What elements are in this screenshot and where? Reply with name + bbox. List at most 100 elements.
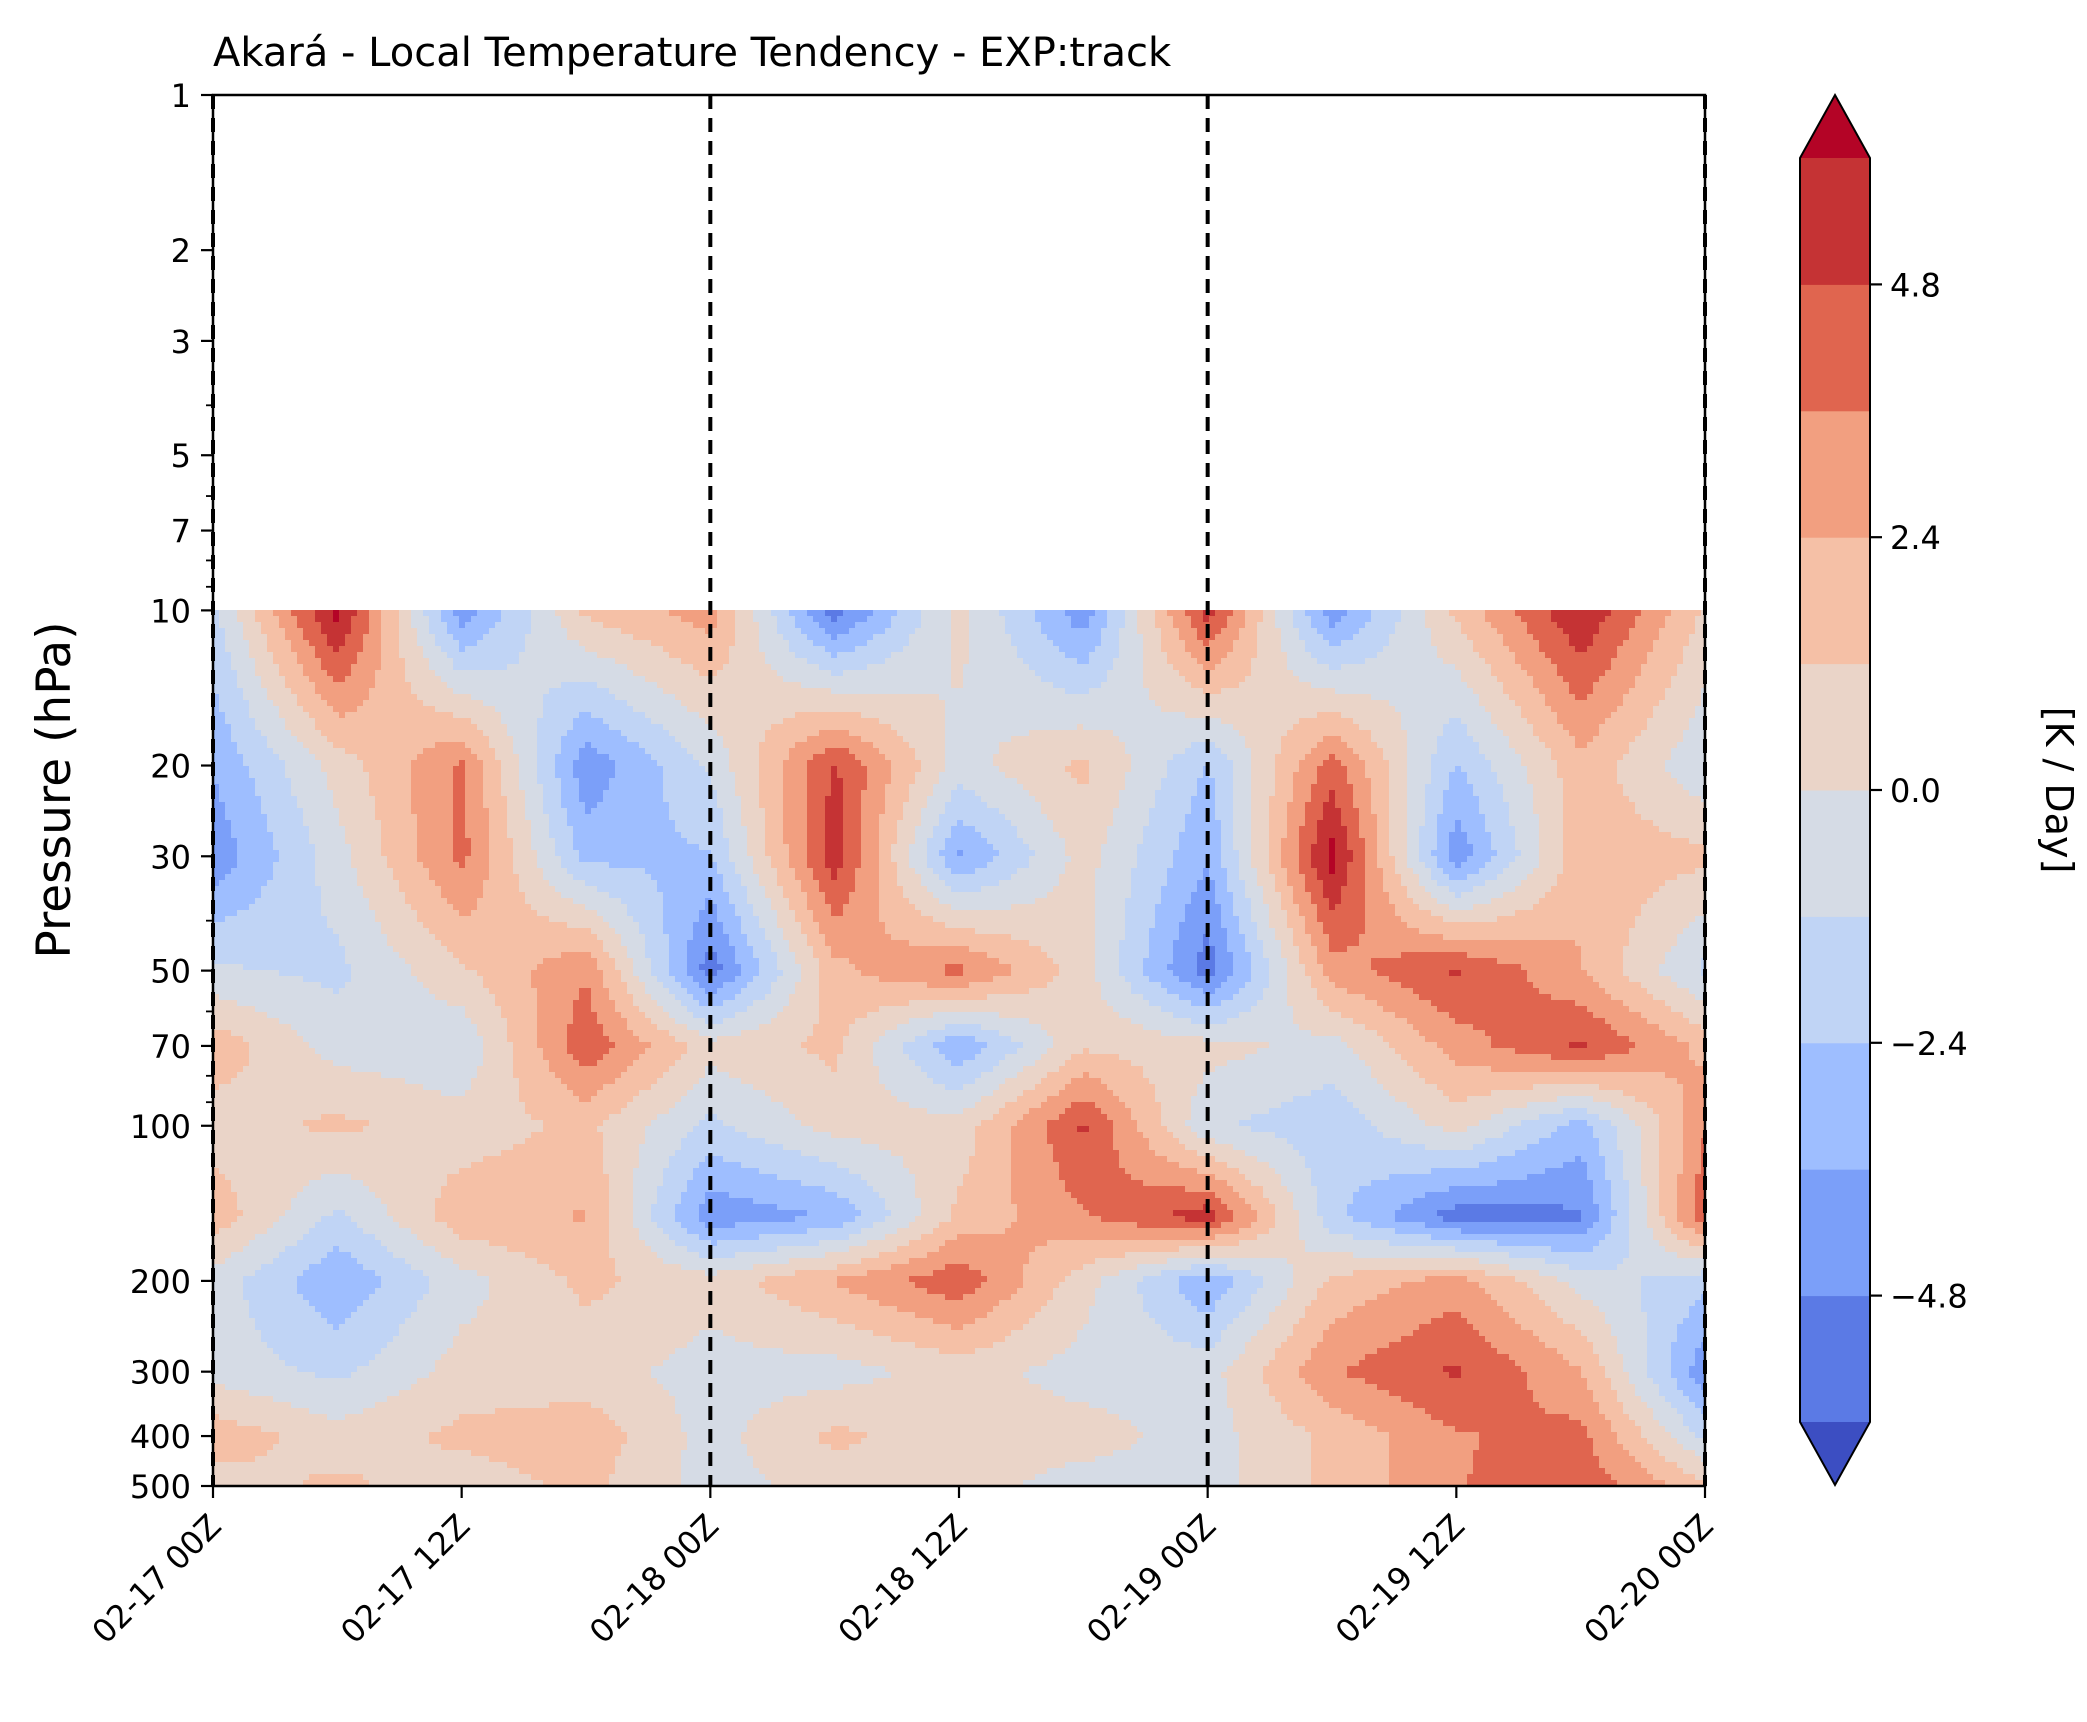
field-cell <box>429 664 436 671</box>
field-cell <box>1011 628 1018 635</box>
field-cell <box>1515 610 1522 617</box>
field-cell <box>1401 670 1408 677</box>
field-cell <box>351 616 358 623</box>
field-cell <box>663 670 670 677</box>
field-cell <box>501 664 508 671</box>
field-cell <box>1473 622 1480 629</box>
field-cell <box>675 682 682 689</box>
field-cell <box>1137 622 1144 629</box>
field-cell <box>375 670 382 677</box>
field-cell <box>405 688 412 695</box>
field-cell <box>423 664 430 671</box>
field-cell <box>1113 688 1120 695</box>
field-cell <box>1491 682 1498 689</box>
field-cell <box>243 694 250 701</box>
field-cell <box>1671 628 1678 635</box>
field-cell <box>321 670 328 677</box>
field-cell <box>1419 676 1426 683</box>
field-cell <box>1371 640 1378 647</box>
field-cell <box>297 682 304 689</box>
field-cell <box>429 634 436 641</box>
field-cell <box>1401 646 1408 653</box>
field-cell <box>1611 670 1618 677</box>
field-cell <box>969 616 976 623</box>
field-cell <box>1683 610 1690 617</box>
field-cell <box>399 640 406 647</box>
field-cell <box>237 652 244 659</box>
field-cell <box>1647 676 1654 683</box>
field-cell <box>1023 634 1030 641</box>
field-cell <box>1077 658 1084 665</box>
field-cell <box>1125 676 1132 683</box>
field-cell <box>1257 688 1264 695</box>
field-cell <box>1029 658 1036 665</box>
field-cell <box>987 688 994 695</box>
field-cell <box>423 694 430 701</box>
field-cell <box>867 634 874 641</box>
field-cell <box>369 610 376 617</box>
field-cell <box>261 616 268 623</box>
field-cell <box>549 622 556 629</box>
field-cell <box>1107 658 1114 665</box>
field-cell <box>843 628 850 635</box>
field-cell <box>1575 688 1582 695</box>
field-cell <box>1419 652 1426 659</box>
field-cell <box>1695 652 1702 659</box>
field-cell <box>363 682 370 689</box>
field-cell <box>915 646 922 653</box>
field-cell <box>1467 658 1474 665</box>
field-cell <box>729 634 736 641</box>
field-cell <box>483 610 490 617</box>
field-cell <box>849 628 856 635</box>
field-cell <box>1551 682 1558 689</box>
field-cell <box>1695 670 1702 677</box>
field-cell <box>1485 616 1492 623</box>
field-cell <box>651 616 658 623</box>
field-cell <box>321 688 328 695</box>
field-cell <box>1251 622 1258 629</box>
field-cell <box>1377 652 1384 659</box>
field-cell <box>1509 682 1516 689</box>
field-cell <box>273 688 280 695</box>
field-cell <box>993 676 1000 683</box>
field-cell <box>363 664 370 671</box>
field-cell <box>1095 628 1102 635</box>
field-cell <box>1593 670 1600 677</box>
field-cell <box>1329 688 1336 695</box>
field-cell <box>561 622 568 629</box>
field-cell <box>513 652 520 659</box>
field-cell <box>489 616 496 623</box>
field-cell <box>1425 616 1432 623</box>
field-cell <box>1095 622 1102 629</box>
field-cell <box>219 664 226 671</box>
field-cell <box>735 610 742 617</box>
field-cell <box>1299 628 1306 635</box>
field-cell <box>963 640 970 647</box>
field-cell <box>219 640 226 647</box>
field-cell <box>525 634 532 641</box>
field-cell <box>1029 676 1036 683</box>
field-cell <box>651 694 658 701</box>
field-cell <box>849 682 856 689</box>
field-cell <box>1467 652 1474 659</box>
field-cell <box>1365 664 1372 671</box>
field-cell <box>627 634 634 641</box>
field-cell <box>309 694 316 701</box>
field-cell <box>1107 628 1114 635</box>
field-cell <box>969 676 976 683</box>
field-cell <box>1617 616 1624 623</box>
field-cell <box>609 640 616 647</box>
field-cell <box>1017 682 1024 689</box>
field-cell <box>1365 658 1372 665</box>
field-cell <box>741 676 748 683</box>
field-cell <box>1377 676 1384 683</box>
field-cell <box>999 610 1006 617</box>
field-cell <box>1041 670 1048 677</box>
field-cell <box>831 670 838 677</box>
field-cell <box>621 652 628 659</box>
field-cell <box>1101 670 1108 677</box>
field-cell <box>639 652 646 659</box>
field-cell <box>417 628 424 635</box>
field-cell <box>1485 658 1492 665</box>
field-cell <box>327 658 334 665</box>
